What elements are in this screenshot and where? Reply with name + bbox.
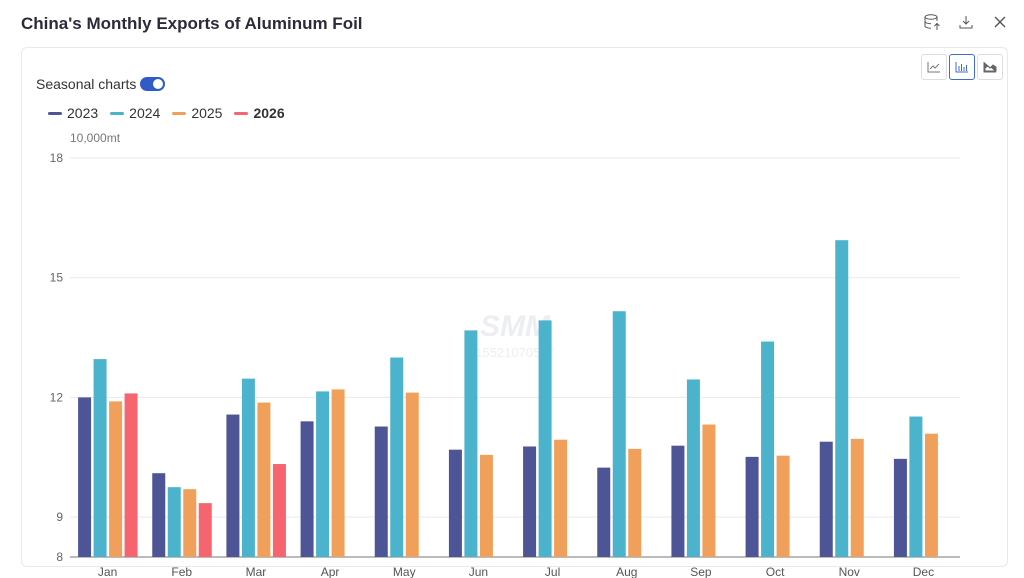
bar-2025-Dec[interactable] [924,433,938,557]
x-tick-label: Jan [98,565,117,578]
x-tick-label: Oct [766,565,785,578]
legend-swatch [48,111,62,115]
bar-2024-May[interactable] [390,357,404,558]
legend-item-2024[interactable]: 2024 [110,105,160,121]
bar-2024-Oct[interactable] [761,341,775,557]
legend-item-2023[interactable]: 2023 [48,105,98,121]
bar-2024-Apr[interactable] [316,391,330,557]
bar-2025-Jun[interactable] [479,454,493,557]
legend-item-2025[interactable]: 2025 [172,105,222,121]
y-axis-unit: 10,000mt [70,131,121,145]
bar-2024-Nov[interactable] [835,240,849,557]
x-tick-label: Jul [545,565,560,578]
line-chart-icon [927,62,940,73]
bar-2023-Sep[interactable] [671,445,685,557]
bar-2026-Mar[interactable] [272,464,286,557]
bar-2026-Jan[interactable] [124,393,138,557]
legend-swatch [172,111,187,115]
x-tick-label: May [393,565,416,578]
x-tick-label: Apr [321,565,340,578]
legend-label: 2026 [253,105,285,121]
bar-2023-Apr[interactable] [300,421,314,557]
legend-label: 2024 [129,105,161,121]
seasonal-toggle[interactable] [140,77,166,91]
y-tick-label: 15 [50,271,64,285]
bar-2023-Feb[interactable] [152,473,166,557]
bar-2025-Feb[interactable] [183,489,197,557]
close-icon[interactable] [990,12,1010,32]
bar-2023-Aug[interactable] [597,467,611,557]
y-tick-label: 9 [56,510,63,524]
y-tick-label: 8 [56,550,63,564]
x-tick-label: Sep [690,565,712,578]
download-icon[interactable] [956,12,976,32]
area-chart-button[interactable] [977,54,1003,80]
line-chart-button[interactable] [921,54,947,80]
bar-2024-Jan[interactable] [93,359,107,557]
bar-2024-Dec[interactable] [909,416,923,557]
x-tick-label: Nov [839,565,860,578]
legend-label: 2023 [67,105,99,121]
x-tick-label: Feb [171,565,192,578]
bar-2023-Jun[interactable] [448,449,462,557]
bar-2023-Dec[interactable] [893,458,907,557]
bar-2025-Nov[interactable] [850,438,864,557]
y-tick-label: 12 [50,390,64,404]
bar-2023-Jan[interactable] [78,397,92,557]
bar-2025-Apr[interactable] [331,389,345,557]
page-title: China's Monthly Exports of Aluminum Foil [21,14,363,33]
bar-2025-Aug[interactable] [628,448,642,557]
x-tick-label: Aug [616,565,637,578]
bar-2024-Jun[interactable] [464,330,478,557]
x-tick-label: Dec [913,565,934,578]
watermark-number: 15521070527 [475,345,555,360]
bar-2023-Jul[interactable] [523,446,537,557]
x-tick-label: Mar [246,565,267,578]
bar-2023-Oct[interactable] [745,456,759,557]
y-tick-label: 18 [50,151,64,165]
database-upload-icon[interactable] [922,12,942,32]
bar-2024-Aug[interactable] [612,311,626,557]
bar-2024-Mar[interactable] [241,378,255,557]
x-tick-label: Jun [469,565,488,578]
legend: 2023 2024 2025 2026 [48,105,285,121]
bar-2023-Mar[interactable] [226,414,240,557]
legend-swatch [234,111,249,115]
bar-2023-Nov[interactable] [819,441,833,557]
bar-2025-Jul[interactable] [554,439,568,557]
chart-panel: Seasonal charts 2023 2024 2025 2026 [21,47,1008,567]
bar-2025-Jan[interactable] [109,401,123,557]
bar-2024-Jul[interactable] [538,320,552,557]
bar-2025-Sep[interactable] [702,424,716,557]
legend-swatch [110,111,125,115]
legend-label: 2025 [191,105,223,121]
seasonal-label: Seasonal charts [36,76,137,92]
legend-item-2026[interactable]: 2026 [234,105,285,121]
bar-2025-May[interactable] [405,392,419,557]
area-chart-icon [983,62,997,73]
bar-2025-Mar[interactable] [257,402,271,557]
bar-chart-icon [955,62,968,73]
bar-chart-button[interactable] [949,54,975,80]
bar-2024-Feb[interactable] [167,487,181,557]
bar-2023-May[interactable] [374,426,388,557]
bar-2026-Feb[interactable] [198,503,212,557]
bar-2024-Sep[interactable] [686,379,700,557]
bar-2025-Oct[interactable] [776,455,790,557]
